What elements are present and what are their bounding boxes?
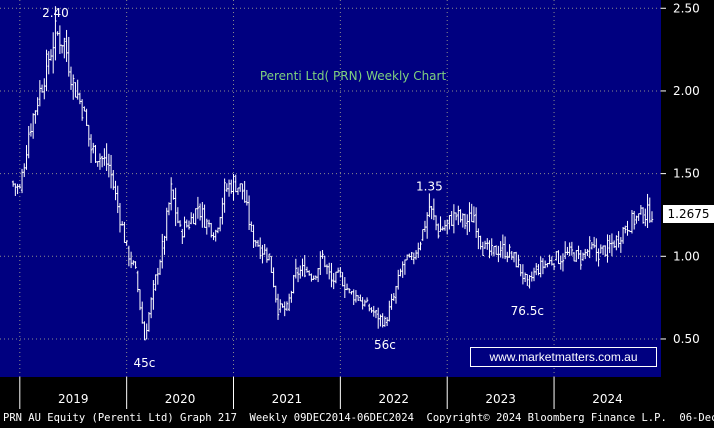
chart-title: Perenti Ltd( PRN) Weekly Chart [260, 69, 447, 83]
y-tick-label: 2.50 [673, 1, 700, 15]
price-annotation: 45c [134, 356, 156, 370]
y-tick-label: 1.50 [673, 167, 700, 181]
y-tick-label: 0.50 [673, 332, 700, 346]
price-annotation: 76.5c [511, 304, 544, 318]
footer-bar: PRN AU Equity (Perenti Ltd) Graph 217 We… [0, 409, 714, 428]
y-axis-panel [661, 0, 714, 409]
x-tick-label: 2024 [592, 392, 623, 406]
y-tick-label: 1.00 [673, 249, 700, 263]
x-tick-label: 2023 [485, 392, 516, 406]
x-tick-label: 2020 [165, 392, 196, 406]
last-price-badge: 1.2675 [663, 205, 714, 223]
price-annotation: 1.35 [416, 179, 443, 193]
x-tick-label: 2019 [58, 392, 89, 406]
x-axis-panel [0, 377, 661, 409]
x-tick-label: 2021 [272, 392, 303, 406]
plot-area [0, 0, 661, 377]
price-annotation: 56c [374, 338, 396, 352]
price-chart: 2.50 2.00 1.50 1.00 0.50 2019 2020 2021 2022 202… [0, 0, 714, 409]
website-url-box: www.marketmatters.com.au [470, 347, 657, 367]
y-tick-label: 2.00 [673, 84, 700, 98]
price-annotation: 2.40 [42, 6, 69, 20]
x-tick-label: 2022 [379, 392, 410, 406]
